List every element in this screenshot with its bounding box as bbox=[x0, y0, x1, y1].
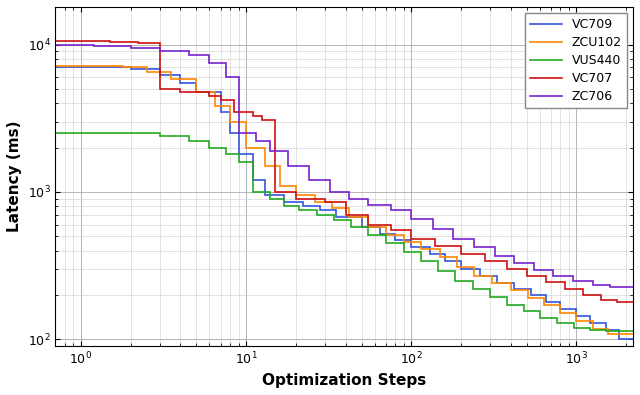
VC707 bbox=[629, 300, 637, 305]
VUS440 bbox=[296, 204, 303, 209]
VC707 bbox=[612, 300, 620, 305]
VC709 bbox=[629, 337, 637, 342]
ZCU102 bbox=[292, 193, 300, 198]
ZCU102 bbox=[292, 183, 300, 188]
VUS440 bbox=[280, 196, 288, 201]
VC707 bbox=[205, 89, 213, 94]
ZC706 bbox=[284, 164, 292, 168]
ZC706 bbox=[408, 208, 415, 213]
ZC706 bbox=[52, 42, 60, 47]
VUS440 bbox=[602, 329, 609, 334]
ZC706 bbox=[511, 261, 518, 265]
VC709 bbox=[573, 307, 580, 312]
ZCU102 bbox=[52, 63, 60, 68]
ZC706 bbox=[429, 227, 436, 231]
ZC706 bbox=[629, 284, 637, 289]
Line: VUS440: VUS440 bbox=[56, 133, 633, 331]
ZC706 bbox=[606, 284, 614, 289]
VC709 bbox=[52, 65, 60, 70]
VUS440 bbox=[266, 190, 274, 194]
Line: ZCU102: ZCU102 bbox=[56, 66, 633, 335]
X-axis label: Optimization Steps: Optimization Steps bbox=[262, 373, 426, 388]
VUS440 bbox=[296, 208, 303, 213]
VC707 bbox=[457, 252, 465, 256]
ZC706 bbox=[90, 42, 98, 47]
ZCU102 bbox=[276, 164, 284, 168]
Y-axis label: Latency (ms): Latency (ms) bbox=[7, 121, 22, 232]
ZC706 bbox=[450, 237, 458, 241]
VC707 bbox=[408, 228, 415, 233]
VC709 bbox=[615, 337, 623, 342]
VC709 bbox=[441, 252, 449, 256]
ZCU102 bbox=[211, 104, 219, 109]
Legend: VC709, ZCU102, VUS440, VC707, ZC706: VC709, ZCU102, VUS440, VC707, ZC706 bbox=[525, 13, 627, 108]
Line: VC709: VC709 bbox=[56, 68, 633, 339]
VC709 bbox=[177, 73, 184, 77]
VC709 bbox=[376, 231, 384, 236]
VC707 bbox=[408, 237, 415, 241]
VUS440 bbox=[221, 152, 229, 157]
ZCU102 bbox=[604, 332, 612, 337]
ZCU102 bbox=[261, 145, 269, 150]
Line: VC707: VC707 bbox=[56, 41, 633, 303]
VUS440 bbox=[452, 269, 460, 273]
VC707 bbox=[52, 39, 60, 44]
ZCU102 bbox=[454, 255, 461, 260]
VC707 bbox=[271, 190, 279, 194]
Line: ZC706: ZC706 bbox=[56, 45, 633, 286]
VC707 bbox=[387, 222, 394, 227]
VUS440 bbox=[629, 329, 637, 334]
ZCU102 bbox=[629, 332, 637, 337]
VC709 bbox=[227, 131, 234, 135]
VC709 bbox=[249, 178, 257, 182]
VUS440 bbox=[52, 131, 60, 135]
